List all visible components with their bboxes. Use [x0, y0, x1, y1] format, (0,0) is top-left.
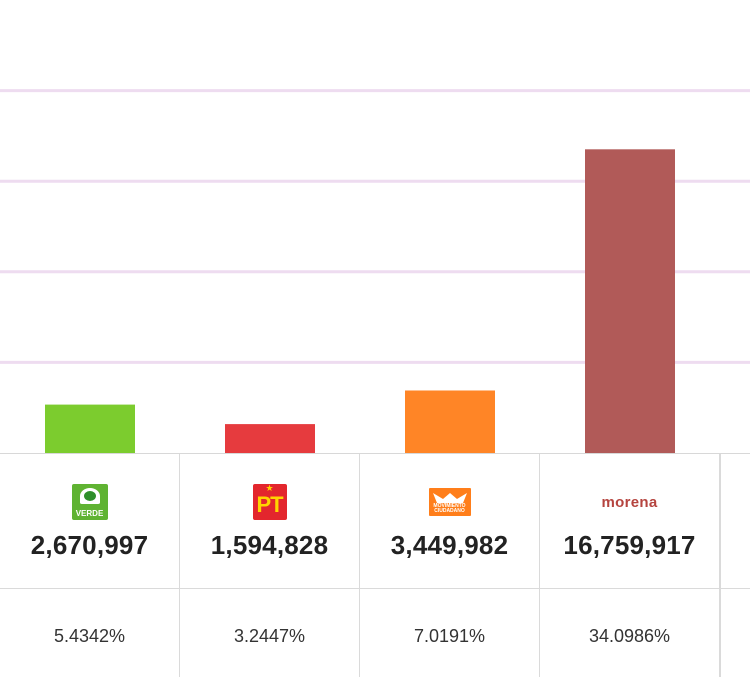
verde-logo-icon: VERDE	[71, 484, 108, 520]
pt-percent: 3.2447%	[233, 626, 306, 646]
party-column-movimiento-ciudadano: MOVIMIENTO CIUDADANO 3,449,982 7.0191%	[360, 454, 540, 677]
party-column-morena: morena 16,759,917 34.0986%	[540, 454, 720, 677]
pt-votes: 1,594,828	[210, 530, 329, 560]
votes-cell-partial	[721, 454, 750, 589]
bar-verde	[45, 404, 135, 453]
party-column-verde: VERDE 2,670,997 5.4342%	[0, 454, 180, 677]
pt-logo-text: PT	[256, 492, 283, 517]
party-column-pt: ★ PT 1,594,828 3.2447%	[180, 454, 360, 677]
movimiento-ciudadano-logo-text: MOVIMIENTO CIUDADANO	[433, 503, 466, 514]
verde-percent: 5.4342%	[53, 626, 126, 646]
votes-cell: MOVIMIENTO CIUDADANO 3,449,982	[360, 454, 539, 589]
votes-cell: morena 16,759,917	[540, 454, 719, 589]
verde-votes: 2,670,997	[30, 530, 149, 560]
movimiento-ciudadano-percent: 7.0191%	[413, 626, 486, 646]
movimiento-ciudadano-votes: 3,449,982	[390, 530, 509, 560]
morena-logo-icon: morena	[601, 493, 658, 511]
bar-morena	[585, 149, 675, 453]
votes-cell: ★ PT 1,594,828	[180, 454, 359, 589]
verde-logo-text: VERDE	[75, 509, 104, 518]
morena-percent: 34.0986%	[588, 626, 671, 646]
results-table: VERDE 2,670,997 5.4342% ★ PT 1,594,828 3…	[0, 453, 750, 677]
bar-movimiento-ciudadano	[405, 390, 495, 453]
pt-logo-icon: ★ PT	[252, 483, 287, 520]
bar-chart	[0, 89, 750, 453]
morena-votes: 16,759,917	[563, 530, 696, 560]
bar-pt	[225, 424, 315, 453]
movimiento-ciudadano-logo-icon: MOVIMIENTO CIUDADANO	[428, 488, 471, 516]
party-column-partial	[720, 454, 750, 677]
votes-cell: VERDE 2,670,997	[0, 454, 179, 589]
